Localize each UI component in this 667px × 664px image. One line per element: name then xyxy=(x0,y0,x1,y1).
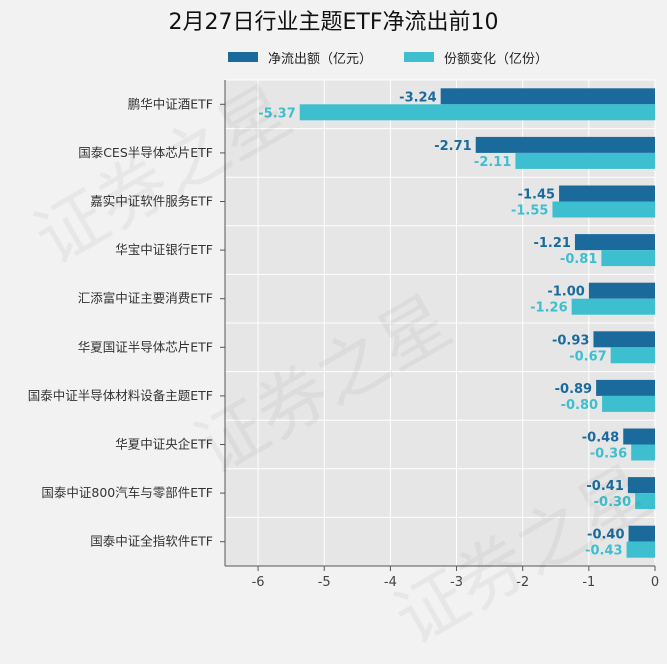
bar-net-outflow xyxy=(627,477,655,494)
x-tick-label: -6 xyxy=(252,575,265,590)
data-label-net-outflow: -3.24 xyxy=(399,90,436,105)
category-label: 华夏中证央企ETF xyxy=(115,437,213,452)
category-label: 国泰中证全指软件ETF xyxy=(90,534,213,549)
category-label: 国泰中证半导体材料设备主题ETF xyxy=(28,388,213,403)
bar-net-outflow xyxy=(440,88,655,105)
bar-net-outflow xyxy=(593,331,655,348)
data-label-share-change: -0.30 xyxy=(594,495,631,510)
data-label-net-outflow: -1.00 xyxy=(547,285,584,300)
data-label-share-change: -0.67 xyxy=(569,349,606,364)
data-label-share-change: -0.81 xyxy=(560,252,597,267)
data-label-share-change: -5.37 xyxy=(258,106,295,121)
category-label: 华夏国证半导体芯片ETF xyxy=(78,339,213,354)
bar-share-change xyxy=(601,250,655,267)
bar-share-change xyxy=(631,444,655,461)
x-tick-label: -3 xyxy=(450,575,463,590)
bar-net-outflow xyxy=(574,234,655,251)
data-label-share-change: -0.80 xyxy=(561,398,598,413)
data-label-net-outflow: -0.41 xyxy=(586,479,623,494)
bar-net-outflow xyxy=(628,525,655,542)
data-label-net-outflow: -2.71 xyxy=(434,139,471,154)
chart-plot: -6 -5 -4 -3 -2 -1 0 鹏华中证酒ETF -3.24 -5.37 国泰CES半导体芯… xyxy=(28,79,659,590)
data-label-share-change: -0.43 xyxy=(585,544,622,559)
bar-net-outflow xyxy=(596,379,655,396)
legend-swatch-net-outflow xyxy=(228,52,258,62)
bar-share-change xyxy=(515,152,655,169)
bar-share-change xyxy=(635,493,655,510)
data-label-net-outflow: -1.21 xyxy=(533,236,570,251)
bar-share-change xyxy=(552,201,655,218)
legend-label-share-change: 份额变化（亿份） xyxy=(444,51,549,67)
data-label-share-change: -1.26 xyxy=(530,301,567,316)
data-label-share-change: -2.11 xyxy=(474,155,511,170)
bar-net-outflow xyxy=(559,185,655,202)
data-label-net-outflow: -1.45 xyxy=(518,188,555,203)
data-label-net-outflow: -0.48 xyxy=(582,431,619,446)
x-tick-label: 0 xyxy=(651,575,659,590)
bar-net-outflow xyxy=(475,136,655,153)
category-label: 华宝中证银行ETF xyxy=(115,242,213,257)
data-label-share-change: -0.36 xyxy=(590,447,627,462)
x-tick-label: -1 xyxy=(582,575,595,590)
bar-share-change xyxy=(571,298,655,315)
bar-share-change xyxy=(626,541,655,558)
legend-label-net-outflow: 净流出额（亿元） xyxy=(268,51,373,67)
data-label-net-outflow: -0.93 xyxy=(552,333,589,348)
data-label-net-outflow: -0.89 xyxy=(555,382,592,397)
bar-share-change xyxy=(299,104,655,121)
x-tick-label: -4 xyxy=(384,575,397,590)
category-label: 嘉实中证软件服务ETF xyxy=(90,194,213,209)
data-label-net-outflow: -0.40 xyxy=(587,528,624,543)
category-label: 鹏华中证酒ETF xyxy=(128,96,213,111)
legend-item-net-outflow: 净流出额（亿元） xyxy=(228,48,373,67)
bar-share-change xyxy=(610,347,655,364)
chart-title: 2月27日行业主题ETF净流出前10 xyxy=(168,10,499,35)
legend-item-share-change: 份额变化（亿份） xyxy=(404,48,549,67)
bar-net-outflow xyxy=(588,282,655,299)
category-label: 汇添富中证主要消费ETF xyxy=(78,291,213,306)
data-label-share-change: -1.55 xyxy=(511,204,548,219)
bar-share-change xyxy=(602,395,655,412)
x-tick-label: -5 xyxy=(318,575,331,590)
bar-net-outflow xyxy=(623,428,655,445)
x-tick-label: -2 xyxy=(516,575,529,590)
category-label: 国泰中证800汽车与零部件ETF xyxy=(41,485,213,500)
legend-swatch-share-change xyxy=(404,52,434,62)
category-label: 国泰CES半导体芯片ETF xyxy=(78,145,213,160)
